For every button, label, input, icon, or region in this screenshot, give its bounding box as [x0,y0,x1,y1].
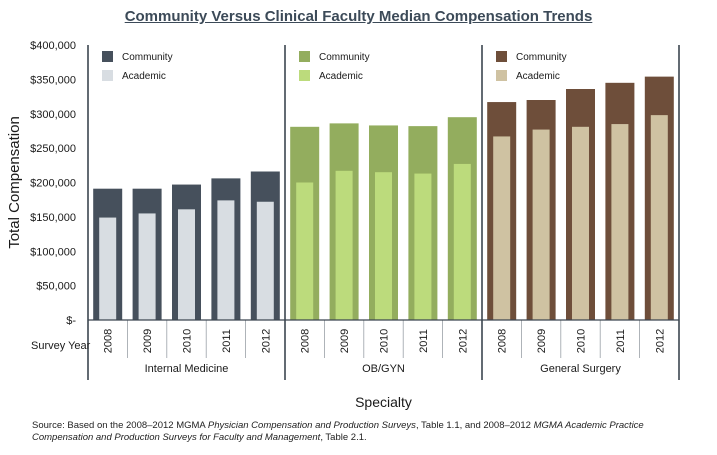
y-tick-label: $300,000 [30,109,76,121]
bar-academic [650,115,668,320]
y-tick-label: $- [66,315,76,327]
x-tick-label: 2009 [142,329,154,353]
y-tick-label: $250,000 [30,143,76,155]
bar-academic [256,201,274,320]
chart: $- $50,000 $100,000 $150,000 $200,000 $250,00… [6,40,680,410]
legend-label-academic: Academic [319,71,363,82]
bar-academic [217,200,235,320]
bar-academic [335,170,353,320]
source-prefix: Source: Based on the 2008–2012 MGMA [32,420,208,431]
source-mid: , Table 1.1, and 2008–2012 [415,420,534,431]
x-axis-label: Specialty [355,394,412,410]
legend-swatch-community [299,51,310,62]
y-tick-label: $100,000 [30,246,76,258]
y-axis-label: Total Compensation [6,116,23,249]
bar-academic [493,136,511,320]
bar-academic [414,173,432,320]
legend-swatch-academic [496,70,507,81]
x-tick-label: 2011 [615,329,627,353]
x-tick-label: 2008 [300,329,312,353]
x-tick-label: 2009 [339,329,351,353]
x-tick-label: 2010 [576,329,588,353]
bar-academic [532,129,550,320]
legend-swatch-academic [102,70,113,81]
legend-label-community: Community [122,52,173,63]
source-title-1: Physician Compensation and Production Su… [207,420,416,431]
chart-title: Community Versus Clinical Faculty Median… [124,8,593,25]
legend-swatch-community [102,51,113,62]
x-tick-label: 2010 [182,329,194,353]
bar-academic [611,124,629,320]
bar-academic [178,209,195,320]
group-label: OB/GYN [362,363,405,375]
bar-academic [572,126,589,320]
x-tick-label: 2011 [418,329,430,353]
y-tick-label: $200,000 [30,178,76,190]
survey-year-label: Survey Year [31,340,91,352]
y-tick-label: $150,000 [30,212,76,224]
x-tick-label: 2010 [379,329,391,353]
bar-academic [296,182,314,320]
source-suffix: , Table 2.1. [320,432,367,443]
x-tick-label: 2009 [536,329,548,353]
group-label: Internal Medicine [145,363,229,375]
bar-academic [99,217,117,320]
bar-academic [138,213,156,320]
legend-swatch-academic [299,70,310,81]
legend-label-academic: Academic [516,71,560,82]
y-tick-label: $400,000 [30,40,76,52]
legend-label-community: Community [516,52,567,63]
legend-swatch-community [496,51,507,62]
x-tick-label: 2012 [260,329,272,353]
x-tick-label: 2011 [221,329,233,353]
x-tick-label: 2012 [654,329,666,353]
y-tick-label: $350,000 [30,74,76,86]
legend-label-community: Community [319,52,370,63]
x-tick-label: 2012 [457,329,469,353]
x-tick-label: 2008 [103,329,115,353]
x-tick-label: 2008 [497,329,509,353]
source-title-2: MGMA Academic Practice Compensation and … [32,420,644,443]
y-tick-label: $50,000 [36,281,76,293]
bar-academic [453,163,471,320]
bar-academic [375,172,392,320]
group-label: General Surgery [540,363,621,375]
source-note: Source: Based on the 2008–2012 MGMA Phys… [32,420,692,444]
legend-label-academic: Academic [122,71,166,82]
